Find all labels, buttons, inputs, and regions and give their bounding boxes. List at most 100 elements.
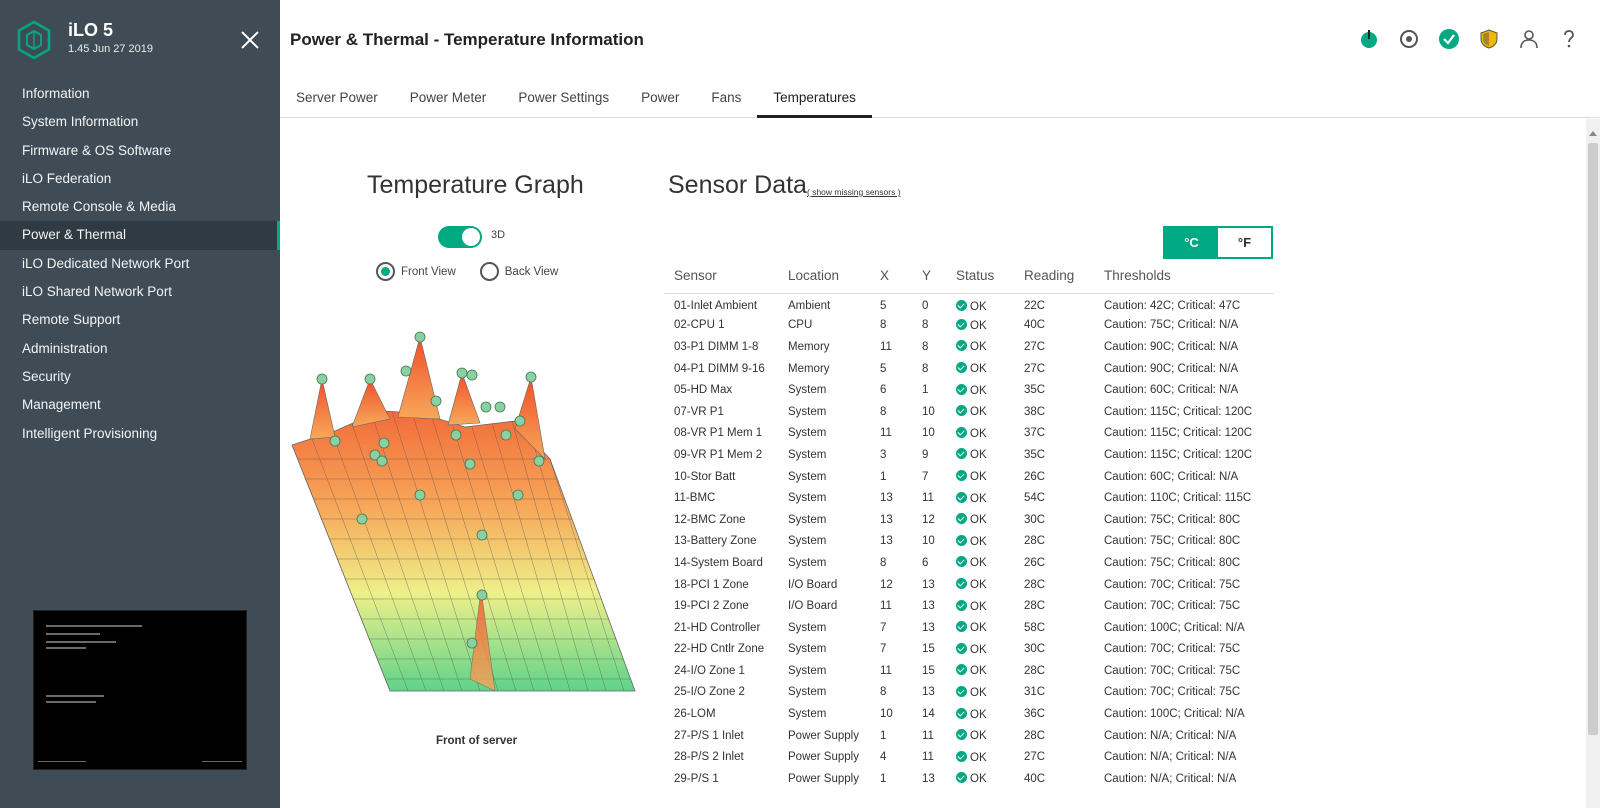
table-row: 08-VR P1 Mem 1 System 11 10 OK 37C Caution: 11… [664, 423, 1274, 445]
sensor-thresholds: Caution: N/A; Critical: N/A [1104, 772, 1237, 785]
col-location[interactable]: Location [778, 259, 870, 294]
sensor-thresholds: Caution: 100C; Critical: N/A [1104, 621, 1245, 634]
sensor-name: 08-VR P1 Mem 1 [674, 427, 763, 440]
brand: iLO 5 1.45 Jun 27 2019 [16, 20, 153, 60]
security-shield-icon[interactable] [1478, 28, 1500, 50]
graph-peak-3 [397, 335, 441, 420]
sidebar-item-remote-support[interactable]: Remote Support [22, 312, 121, 328]
col-status[interactable]: Status [946, 259, 1014, 294]
sensor-thresholds: Caution: 75C; Critical: N/A [1104, 319, 1239, 332]
sensor-x: 1 [880, 772, 887, 785]
status-text: OK [970, 514, 987, 527]
table-row: 22-HD Cntlr Zone System 7 15 OK 30C Caution: 7… [664, 639, 1274, 661]
sidebar-item-system-information[interactable]: System Information [22, 114, 139, 130]
sensor-thresholds: Caution: 70C; Critical: 75C [1104, 686, 1241, 699]
status-ok-icon [956, 383, 967, 395]
sidebar-item-ilo-federation[interactable]: iLO Federation [22, 170, 112, 186]
col-reading[interactable]: Reading [1014, 259, 1094, 294]
status-ok-icon [956, 534, 967, 546]
sensor-y: 11 [922, 729, 934, 742]
table-row: 19-PCI 2 Zone I/O Board 11 13 OK 28C Caution: … [664, 595, 1274, 617]
sensor-name: 14-System Board [674, 556, 763, 569]
sensor-x: 13 [880, 492, 893, 505]
sensor-name: 21-HD Controller [674, 621, 761, 634]
sidebar-item-management[interactable]: Management [22, 397, 101, 413]
sensor-thresholds: Caution: 90C; Critical: N/A [1104, 340, 1239, 353]
sensor-y: 12 [922, 513, 935, 526]
celsius-button[interactable]: °C [1165, 228, 1218, 257]
table-row: 29-P/S 1 Power Supply 1 13 OK 40C Caution: N/A… [664, 768, 1274, 790]
sidebar-item-shared-port[interactable]: iLO Shared Network Port [22, 284, 173, 300]
tab-power-settings[interactable]: Power Settings [518, 90, 610, 105]
tab-power[interactable]: Power [641, 90, 680, 105]
remote-console-thumbnail[interactable] [33, 610, 247, 770]
sensor-reading: 26C [1024, 470, 1046, 483]
table-row: 05-HD Max System 6 1 OK 35C Caution: 60C; Crit… [664, 379, 1274, 401]
sensor-thresholds: Caution: 60C; Critical: N/A [1104, 384, 1239, 397]
sensor-location: System [788, 664, 827, 677]
sensor-reading: 27C [1024, 340, 1046, 353]
sidebar-item-information[interactable]: Information [22, 86, 90, 101]
col-thresholds[interactable]: Thresholds [1094, 259, 1274, 294]
show-missing-sensors-link[interactable]: ( show missing sensors ) [807, 187, 901, 197]
sidebar-item-security[interactable]: Security [22, 368, 71, 384]
front-view-radio[interactable]: Front View [376, 262, 456, 281]
locator-icon[interactable] [1398, 28, 1420, 50]
status-ok-icon [956, 664, 967, 676]
sidebar-item-dedicated-port[interactable]: iLO Dedicated Network Port [22, 255, 190, 271]
tab-temperatures[interactable]: Temperatures [757, 80, 872, 118]
sensor-thresholds: Caution: 70C; Critical: 75C [1104, 664, 1241, 677]
status-text: OK [970, 300, 987, 313]
fahrenheit-button[interactable]: °F [1218, 228, 1271, 257]
sensor-reading: 28C [1024, 578, 1046, 591]
power-icon[interactable] [1358, 28, 1380, 50]
table-row: 18-PCI 1 Zone I/O Board 12 13 OK 28C Caution: … [664, 574, 1274, 596]
status-ok-icon [956, 491, 967, 503]
help-icon[interactable] [1558, 28, 1580, 50]
sensor-x: 1 [880, 729, 887, 742]
sidebar-item-power-thermal[interactable]: Power & Thermal [0, 221, 280, 251]
col-y[interactable]: Y [912, 259, 946, 294]
3d-toggle[interactable] [438, 226, 482, 248]
table-row: 01-Inlet Ambient Ambient 5 0 OK 22C Caution: 4… [664, 293, 1274, 315]
status-text: OK [970, 471, 987, 484]
health-ok-icon[interactable] [1438, 28, 1460, 50]
tab-power-meter[interactable]: Power Meter [409, 90, 487, 105]
sensor-y: 6 [922, 556, 929, 569]
tab-fans[interactable]: Fans [711, 90, 742, 105]
sensor-location: Power Supply [788, 729, 859, 742]
sensor-status: OK [946, 746, 1014, 768]
sensor-x: 13 [880, 513, 893, 526]
sensor-name: 13-Battery Zone [674, 535, 757, 548]
sidebar-item-firmware[interactable]: Firmware & OS Software [22, 142, 172, 158]
sensor-thresholds: Caution: 100C; Critical: N/A [1104, 708, 1245, 721]
sensor-reading: 40C [1024, 319, 1046, 332]
sensor-thresholds: Caution: 115C; Critical: 120C [1104, 427, 1253, 440]
status-ok-icon [956, 340, 967, 352]
sensor-data-title: Sensor Data [668, 171, 807, 199]
sidebar-item-intelligent-provisioning[interactable]: Intelligent Provisioning [22, 425, 158, 441]
close-icon[interactable] [238, 28, 262, 52]
sensor-status: OK [946, 444, 1014, 466]
page-scrollbar[interactable] [1586, 119, 1600, 808]
sensor-y: 13 [922, 621, 935, 634]
temperature-3d-graph[interactable] [290, 319, 650, 719]
sensor-thresholds: Caution: 70C; Critical: 75C [1104, 578, 1241, 591]
user-icon[interactable] [1518, 28, 1540, 50]
scrollbar-thumb[interactable] [1588, 143, 1598, 735]
status-text: OK [970, 319, 987, 332]
back-view-radio[interactable]: Back View [479, 262, 558, 281]
tab-server-power[interactable]: Server Power [296, 90, 378, 105]
sensor-name: 07-VR P1 [674, 405, 724, 418]
graph-peak-2 [351, 378, 391, 428]
sensor-location: System [788, 686, 827, 699]
table-row: 21-HD Controller System 7 13 OK 58C Caution: 1… [664, 617, 1274, 639]
col-x[interactable]: X [870, 259, 912, 294]
sidebar-item-remote-console[interactable]: Remote Console & Media [22, 199, 176, 215]
sensor-reading: 28C [1024, 664, 1046, 677]
scroll-up-icon[interactable] [1589, 131, 1597, 136]
sidebar-item-administration[interactable]: Administration [22, 340, 108, 356]
sensor-name: 24-I/O Zone 1 [674, 664, 745, 677]
sensor-y: 15 [922, 643, 935, 656]
col-sensor[interactable]: Sensor [664, 259, 778, 294]
